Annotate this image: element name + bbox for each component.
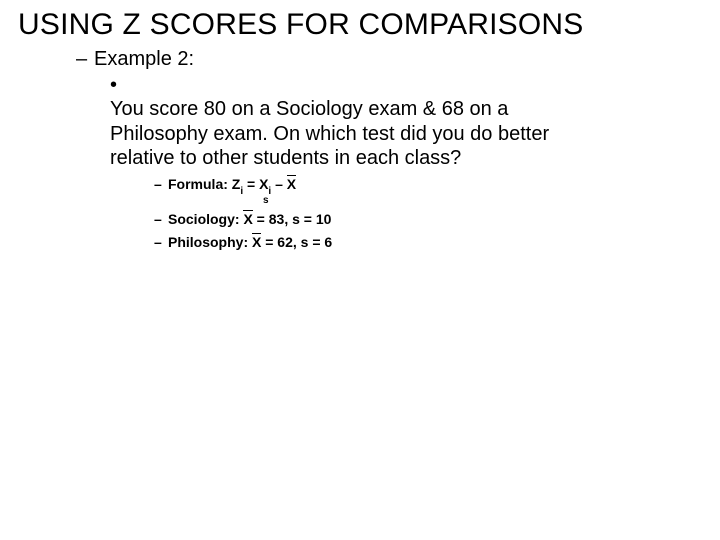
formula-minus: – <box>271 176 287 192</box>
dash-bullet: – <box>154 175 168 194</box>
x-bar-icon: X <box>243 210 252 229</box>
example-label: Example 2: <box>94 48 194 70</box>
formula-sub-i2: i <box>268 186 271 197</box>
formula-denominator: s <box>263 195 702 206</box>
dot-bullet: • <box>110 73 128 97</box>
formula-sub-i: i <box>240 186 243 197</box>
slide-title: USING Z SCORES FOR COMPARISONS <box>18 8 702 42</box>
dash-bullet: – <box>154 210 168 229</box>
example-heading: –Example 2: <box>76 48 702 71</box>
philosophy-label: Philosophy: <box>168 234 252 250</box>
question-text: You score 80 on a Sociology exam & 68 on… <box>110 97 610 170</box>
slide: USING Z SCORES FOR COMPARISONS –Example … <box>0 0 720 540</box>
dash-bullet: – <box>76 48 94 71</box>
formula-label: Formula: <box>168 176 232 192</box>
x-bar-icon: X <box>252 233 261 252</box>
formula-eq: = X <box>243 176 268 192</box>
philosophy-row: –Philosophy: X = 62, s = 6 <box>154 233 702 252</box>
sociology-row: –Sociology: X = 83, s = 10 <box>154 210 702 229</box>
x-bar-icon: X <box>287 175 296 194</box>
sociology-label: Sociology: <box>168 211 243 227</box>
formula-row: –Formula: Zi = Xi – X <box>154 175 702 197</box>
question-row: •You score 80 on a Sociology exam & 68 o… <box>110 73 702 171</box>
dash-bullet: – <box>154 233 168 252</box>
sociology-values: = 83, s = 10 <box>253 211 332 227</box>
philosophy-values: = 62, s = 6 <box>261 234 332 250</box>
